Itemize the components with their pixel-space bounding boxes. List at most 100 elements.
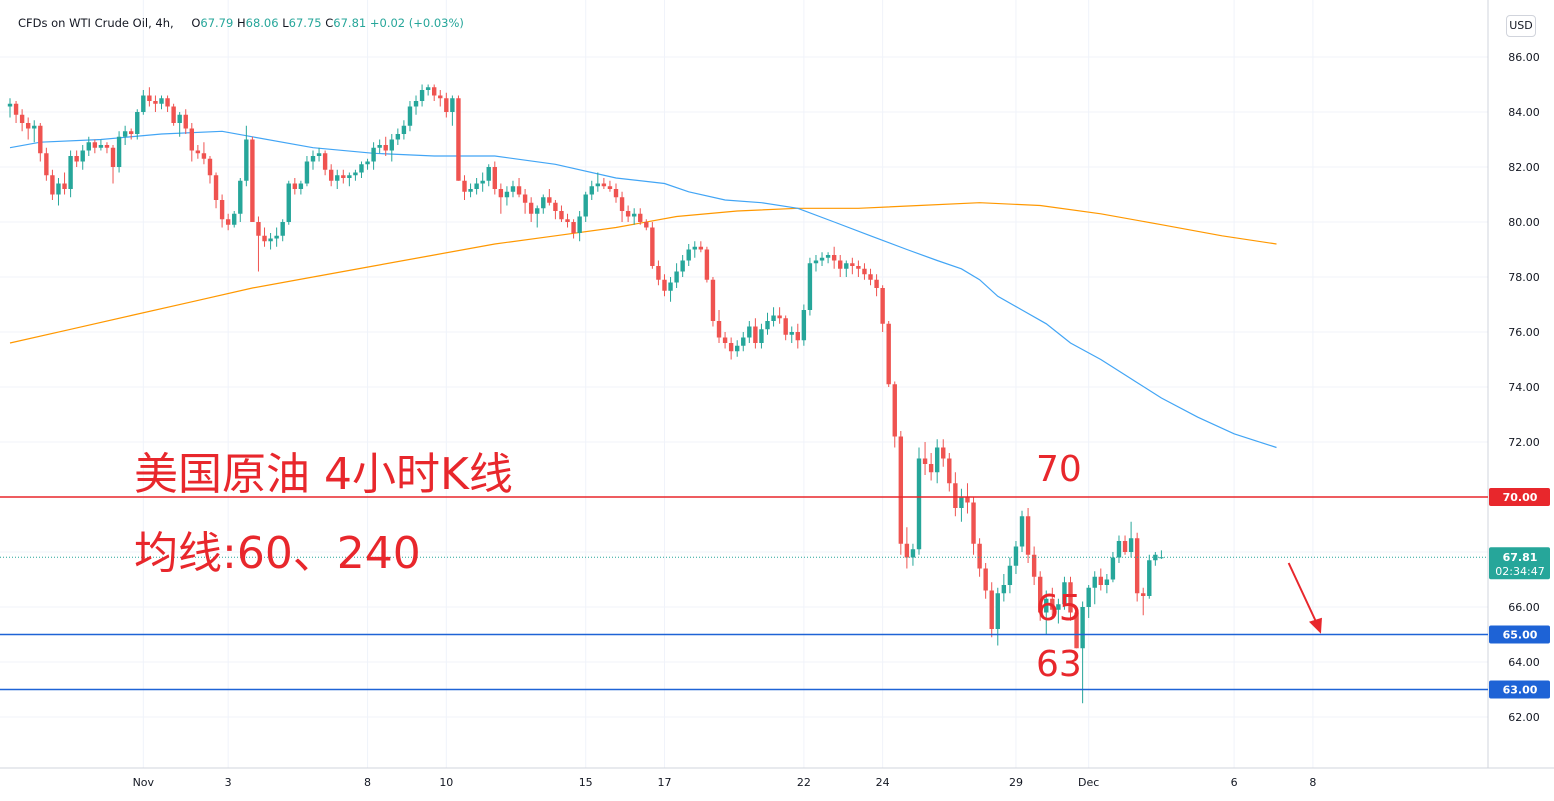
candle-body	[716, 321, 722, 338]
current-price-text: 67.81	[1503, 551, 1538, 564]
candle-body	[934, 447, 940, 473]
candle	[1134, 532, 1140, 602]
candle-body	[686, 249, 691, 261]
candle-body	[662, 279, 667, 291]
candle-body	[983, 568, 988, 591]
candle-body	[735, 345, 740, 352]
candle-body	[219, 200, 225, 220]
candle	[674, 263, 679, 288]
candle	[1110, 552, 1116, 583]
candle	[195, 145, 201, 159]
candle	[583, 191, 588, 222]
candle-body	[189, 128, 194, 151]
candle	[304, 156, 310, 187]
current-price-badge	[1489, 547, 1550, 580]
candle-body	[153, 101, 158, 104]
candle	[25, 117, 31, 140]
candle	[292, 178, 298, 195]
candle	[159, 95, 164, 110]
candle	[316, 147, 322, 162]
candle-body	[419, 90, 425, 101]
candle-body	[698, 246, 704, 250]
candle-body	[953, 483, 958, 508]
candle	[838, 255, 843, 277]
candle-body	[1110, 557, 1116, 580]
y-tick-label: 74.00	[1508, 381, 1540, 394]
candle	[710, 277, 716, 327]
candle	[219, 194, 225, 228]
candle-body	[19, 114, 25, 123]
candle	[662, 274, 667, 297]
candle-body	[783, 318, 788, 335]
candle	[783, 315, 788, 341]
candle	[716, 310, 722, 343]
candle	[644, 219, 649, 231]
candle	[425, 84, 431, 96]
candle-body	[38, 125, 43, 154]
candle	[286, 180, 291, 225]
candle	[444, 92, 449, 118]
x-tick-label: 22	[797, 776, 811, 789]
candle-body	[13, 103, 19, 115]
candle-body	[850, 263, 855, 266]
candle	[656, 260, 661, 286]
candle-body	[995, 593, 1000, 629]
candle	[19, 109, 25, 132]
candle-body	[1031, 554, 1037, 577]
candle-body	[1013, 546, 1019, 566]
candle-body	[504, 191, 510, 198]
candle	[559, 205, 564, 222]
candle	[753, 318, 758, 349]
candle-body	[7, 103, 13, 107]
y-tick-label: 76.00	[1508, 326, 1540, 339]
candle	[1062, 576, 1067, 610]
candle-body	[498, 189, 504, 198]
level-badge-text: 70.00	[1503, 491, 1538, 504]
candle	[601, 178, 607, 189]
candle	[225, 213, 231, 231]
candle	[1080, 601, 1085, 704]
candle-body	[728, 343, 734, 352]
candle-body	[456, 98, 461, 181]
candle	[413, 95, 419, 115]
candle	[328, 164, 334, 187]
candle-body	[747, 326, 752, 338]
arrow-head	[1308, 617, 1322, 634]
candle-body	[583, 194, 588, 217]
annotation-subtitle: 均线:60、240	[134, 528, 421, 579]
candle-body	[268, 238, 273, 242]
candle-body	[298, 183, 304, 189]
candle-body	[922, 458, 928, 464]
candle	[825, 252, 831, 264]
candle-body	[274, 235, 279, 239]
candle-body	[862, 268, 867, 275]
candle-body	[147, 95, 152, 101]
candle-body	[244, 139, 249, 181]
x-tick-label: 8	[364, 776, 371, 789]
candle-body	[480, 180, 485, 184]
candle-body	[825, 255, 831, 258]
candle	[268, 233, 273, 250]
candle-body	[801, 310, 807, 341]
candle-body	[1086, 587, 1091, 607]
candle	[928, 453, 934, 481]
currency-button[interactable]: USD	[1506, 15, 1536, 37]
candle-body	[1122, 541, 1128, 552]
annotation-level-63: 63	[1036, 644, 1082, 685]
candle	[1025, 508, 1031, 563]
candle-body	[468, 189, 473, 192]
candle-body	[389, 139, 394, 151]
x-tick-label: 17	[657, 776, 671, 789]
candle	[377, 139, 382, 154]
candle-body	[50, 175, 55, 195]
candle-body	[141, 95, 146, 112]
x-tick-label: 10	[439, 776, 453, 789]
y-tick-label: 72.00	[1508, 436, 1540, 449]
y-tick-label: 66.00	[1508, 601, 1540, 614]
candle	[953, 472, 958, 517]
candle-body	[207, 158, 213, 176]
candle	[1044, 590, 1049, 635]
candle	[771, 307, 776, 327]
candle-body	[280, 222, 285, 236]
candle	[38, 123, 43, 162]
